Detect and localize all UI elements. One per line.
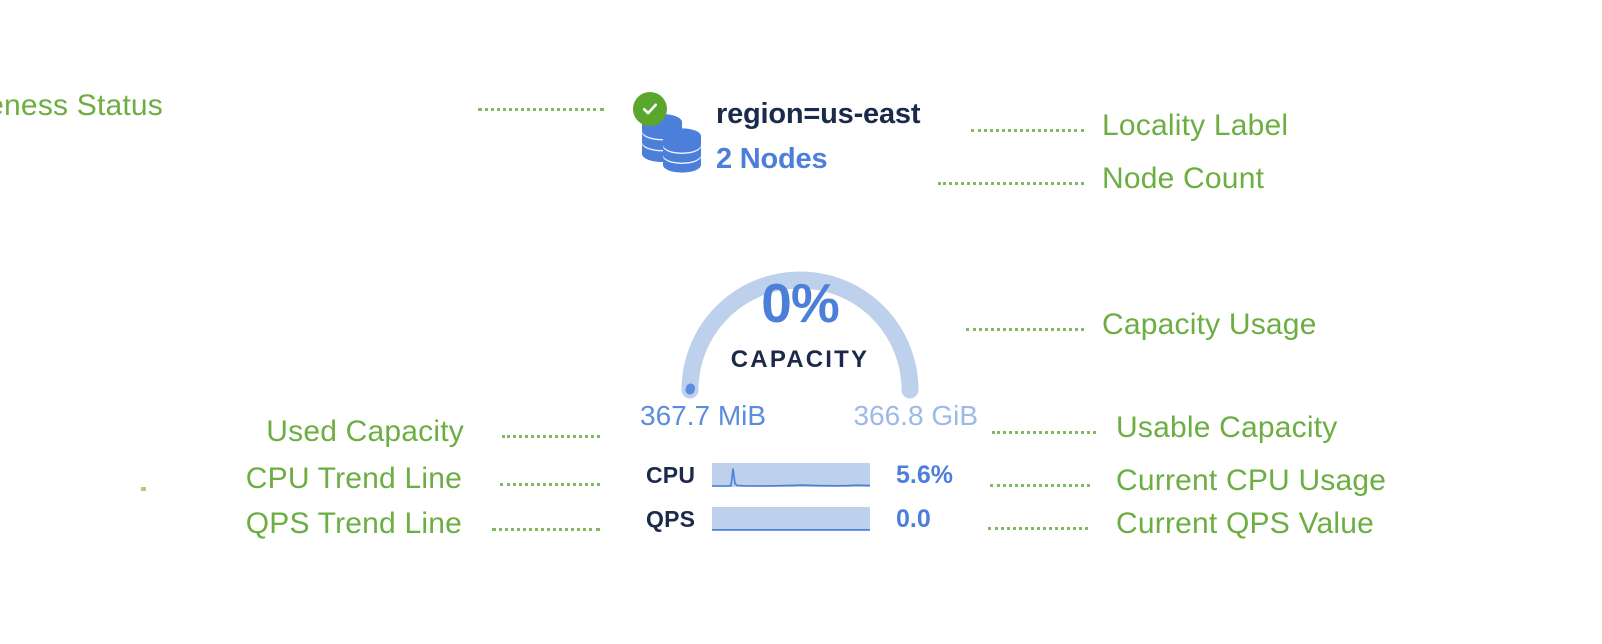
node-tile-header: region=us-east 2 Nodes <box>628 86 920 176</box>
metric-label-cpu: CPU <box>646 461 696 488</box>
leader-locality-label <box>971 125 1084 132</box>
annotation-node-liveness-status: Node Liveness Status <box>0 89 163 122</box>
metric-row-qps: QPS 0.0 <box>646 502 976 536</box>
metric-value-qps: 0.0 <box>896 504 931 533</box>
leader-capacity-usage <box>966 324 1084 331</box>
database-stack-icon <box>634 112 704 176</box>
annotation-node-count: Node Count <box>1102 162 1265 195</box>
annotation-usable-capacity: Usable Capacity <box>1116 411 1338 444</box>
capacity-gauge[interactable]: 0% CAPACITY <box>650 204 950 404</box>
leader-used-capacity <box>502 431 600 438</box>
leader-current-qps-value <box>988 523 1088 530</box>
leader-cpu-trend-line <box>500 479 600 486</box>
annotation-qps-trend-line: QPS Trend Line <box>245 507 462 540</box>
capacity-caption: CAPACITY <box>730 346 870 373</box>
node-tile-label-group: region=us-east 2 Nodes <box>706 86 920 174</box>
annotation-cpu-trend-line: CPU Trend Line <box>245 462 462 495</box>
used-capacity-value: 367.7 MiB <box>640 400 767 431</box>
capacity-values-row: 367.7 MiB 366.8 GiB <box>628 400 978 438</box>
annotation-locality-label: Locality Label <box>1102 109 1289 142</box>
annotation-used-capacity: Used Capacity <box>266 415 464 448</box>
metric-value-cpu: 5.6% <box>896 460 953 489</box>
leader-qps-trend-line <box>492 524 600 531</box>
annotation-capacity-usage: Capacity Usage <box>1102 308 1317 341</box>
leader-current-cpu-usage <box>990 480 1090 487</box>
locality-label-value: region=us-east <box>716 98 921 130</box>
annotation-current-cpu-usage: Current CPU Usage <box>1116 464 1387 497</box>
stray-dot-artifact <box>141 487 146 491</box>
node-count-value: 2 Nodes <box>716 143 828 175</box>
usable-capacity-value: 366.8 GiB <box>853 400 978 431</box>
leader-node-liveness-status <box>478 104 604 111</box>
leader-usable-capacity <box>992 427 1096 434</box>
check-circle-icon[interactable] <box>633 92 667 126</box>
metric-label-qps: QPS <box>646 505 696 532</box>
annotation-current-qps-value: Current QPS Value <box>1116 507 1374 540</box>
metric-row-cpu: CPU 5.6% <box>646 458 976 492</box>
capacity-percent-value: 0% <box>761 272 840 334</box>
leader-node-count <box>938 178 1084 185</box>
node-summary-tile[interactable]: region=us-east 2 Nodes 0% CAPACITY 367.7… <box>628 86 978 556</box>
qps-trend-sparkline <box>712 507 870 531</box>
node-icon-group[interactable] <box>628 86 706 176</box>
cpu-trend-sparkline <box>712 463 870 487</box>
